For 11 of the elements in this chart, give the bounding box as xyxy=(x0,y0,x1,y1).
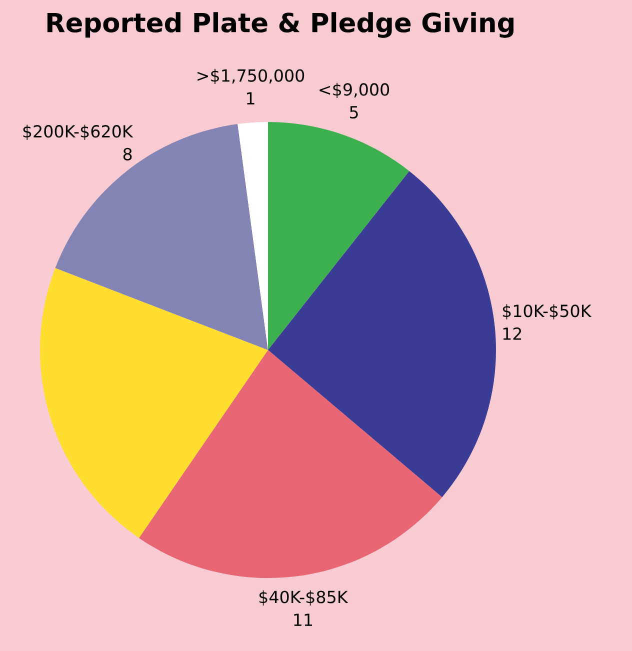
data-label: 12 xyxy=(503,327,522,340)
data-label: 8 xyxy=(123,148,132,160)
slice-label: <$9,000 xyxy=(320,82,390,98)
data-label: 1 xyxy=(247,92,254,104)
data-label: 5 xyxy=(350,106,358,119)
slice-label: $200K-$620K xyxy=(23,124,134,140)
data-label: 11 xyxy=(294,614,312,626)
slice-label: >$1,750,000 xyxy=(198,68,304,84)
slice-label: $40K-$85K xyxy=(259,590,348,606)
slice-label: $10K-$50K xyxy=(502,304,592,320)
chart-title: Reported Plate & Pledge Giving xyxy=(47,12,514,38)
